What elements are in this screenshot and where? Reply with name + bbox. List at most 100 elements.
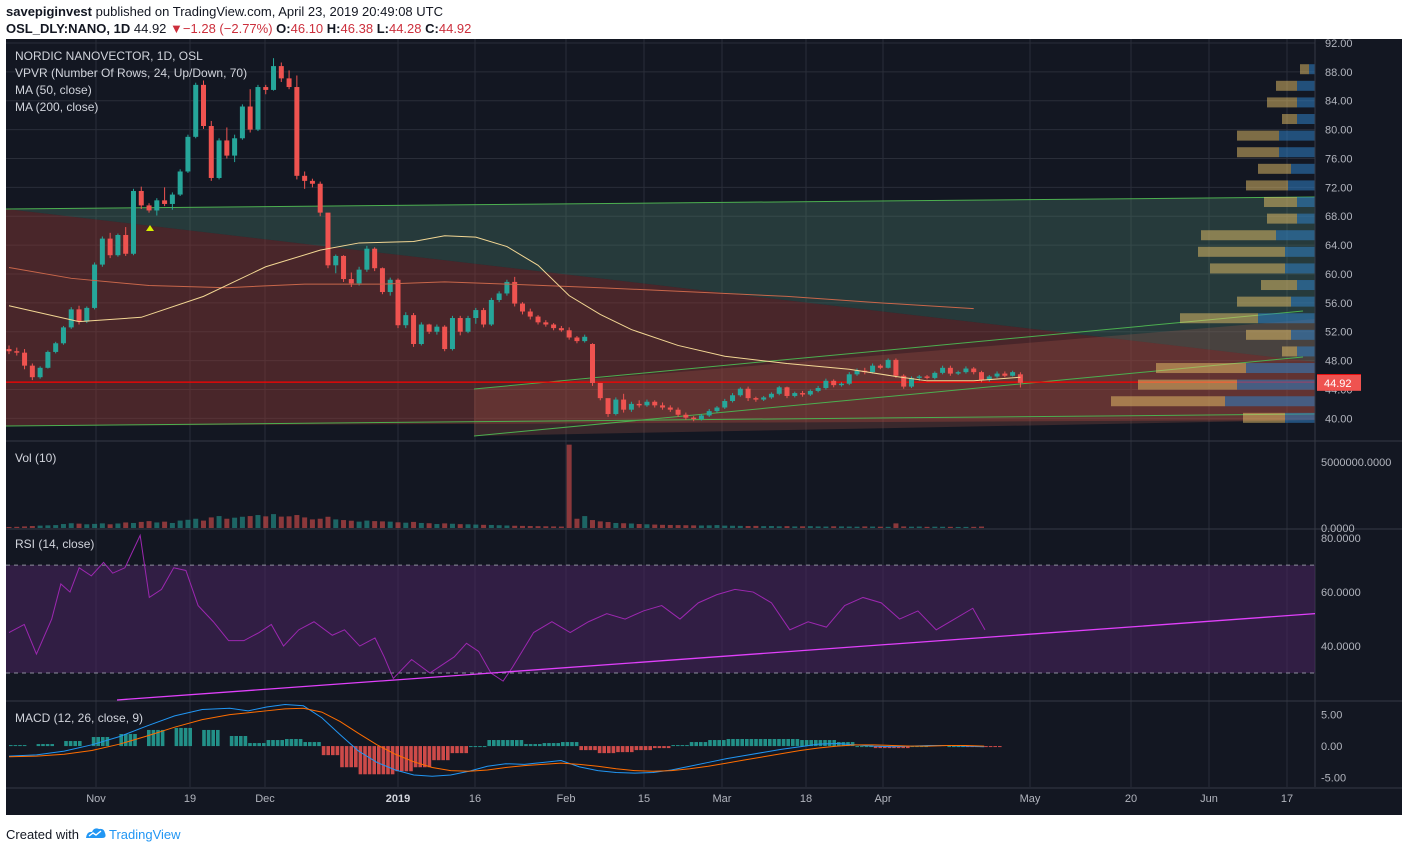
price-tick-label: 72.00 bbox=[1325, 182, 1353, 194]
vpvr-down-bar bbox=[1264, 197, 1297, 208]
candle-body bbox=[916, 376, 922, 378]
candle-body bbox=[92, 264, 98, 308]
macd-tick-label: 5.00 bbox=[1321, 710, 1342, 722]
macd-hist-bar bbox=[119, 733, 123, 747]
macd-hist-bar bbox=[289, 739, 294, 747]
volume-bar bbox=[84, 524, 90, 528]
created-with-text: Created with bbox=[6, 827, 79, 842]
macd-hist-bar bbox=[459, 746, 464, 754]
macd-hist-bar bbox=[956, 746, 961, 748]
vpvr-up-bar bbox=[1285, 263, 1315, 274]
vpvr-down-bar bbox=[1246, 329, 1291, 340]
macd-hist-bar bbox=[257, 743, 261, 747]
candle-body bbox=[496, 293, 502, 300]
macd-hist-bar bbox=[73, 741, 77, 747]
macd-hist-bar bbox=[482, 746, 487, 748]
volume-bar bbox=[92, 523, 98, 528]
macd-hist-bar bbox=[340, 746, 344, 768]
legend-vol: Vol (10) bbox=[15, 451, 56, 465]
vpvr-up-bar bbox=[1297, 197, 1315, 208]
candle-body bbox=[162, 200, 168, 204]
candle-body bbox=[691, 417, 697, 420]
tradingview-logo-icon[interactable] bbox=[85, 826, 107, 843]
macd-hist-bar bbox=[754, 739, 758, 747]
macd-hist-bar bbox=[740, 739, 744, 747]
time-tick-label: 15 bbox=[638, 793, 650, 805]
volume-bar bbox=[823, 526, 829, 528]
macd-hist-bar bbox=[630, 746, 634, 753]
volume-bar bbox=[138, 521, 144, 528]
volume-bar bbox=[963, 526, 969, 528]
macd-hist-bar bbox=[78, 741, 82, 747]
volume-bar bbox=[255, 515, 261, 528]
candle-body bbox=[574, 337, 580, 342]
macd-hist-bar bbox=[547, 743, 551, 747]
price-tick-label: 76.00 bbox=[1325, 153, 1353, 165]
chart-frame[interactable]: 40.0044.0048.0052.0056.0060.0064.0068.00… bbox=[6, 39, 1402, 815]
macd-hist-bar bbox=[772, 739, 777, 747]
macd-hist-bar bbox=[689, 742, 694, 747]
volume-bar bbox=[940, 526, 946, 528]
tradingview-brand[interactable]: TradingView bbox=[108, 827, 181, 842]
macd-hist-bar bbox=[294, 739, 298, 747]
candle-body bbox=[6, 349, 12, 352]
time-tick-label: 17 bbox=[1281, 793, 1293, 805]
candle-body bbox=[932, 372, 938, 378]
vpvr-down-bar bbox=[1282, 114, 1297, 125]
time-tick-label: 18 bbox=[800, 793, 812, 805]
volume-bar bbox=[971, 526, 977, 528]
macd-hist-bar bbox=[234, 736, 238, 747]
candles bbox=[6, 58, 1023, 422]
volume-bar bbox=[893, 523, 899, 528]
macd-hist-bar bbox=[565, 742, 570, 747]
macd-hist-bar bbox=[538, 744, 542, 747]
candle-body bbox=[177, 171, 183, 195]
macd-hist-bar bbox=[455, 746, 459, 754]
volume-bar bbox=[364, 520, 370, 528]
macd-hist-bar bbox=[804, 740, 809, 747]
macd-hist-bar bbox=[395, 746, 399, 772]
macd-hist-bar bbox=[478, 746, 482, 748]
high-label: H: bbox=[326, 21, 341, 36]
macd-tick-label: -5.00 bbox=[1321, 773, 1346, 785]
macd-hist-bar bbox=[947, 746, 951, 748]
macd-hist-bar bbox=[229, 736, 234, 747]
macd-hist-bar bbox=[436, 746, 441, 761]
candle-body bbox=[263, 87, 269, 90]
volume-bar bbox=[418, 522, 424, 528]
macd-hist-bar bbox=[786, 739, 790, 747]
vpvr-up-bar bbox=[1297, 280, 1315, 291]
author-name[interactable]: savepiginvest bbox=[6, 4, 92, 19]
rsi-trendline bbox=[116, 613, 1316, 701]
macd-hist-bar bbox=[731, 739, 735, 747]
macd-hist-bar bbox=[413, 746, 418, 768]
macd-hist-bar bbox=[505, 740, 510, 747]
candle-body bbox=[854, 370, 860, 375]
volume-bar bbox=[130, 522, 136, 528]
candle-body bbox=[1010, 372, 1016, 376]
macd-hist-bar bbox=[998, 746, 1002, 748]
candle-body bbox=[193, 84, 199, 137]
macd-hist-bar bbox=[275, 740, 280, 747]
publish-line: savepiginvest published on TradingView.c… bbox=[6, 4, 443, 19]
macd-hist-bar bbox=[22, 745, 27, 747]
legend-ma200: MA (200, close) bbox=[15, 100, 98, 114]
macd-hist-bar bbox=[349, 746, 353, 768]
vpvr-down-bar bbox=[1198, 246, 1285, 257]
macd-hist-bar bbox=[206, 729, 211, 747]
candle-body bbox=[901, 375, 907, 387]
volume-bar bbox=[201, 520, 206, 528]
candle-body bbox=[271, 66, 277, 90]
volume-bar bbox=[854, 526, 860, 528]
vpvr-down-bar bbox=[1267, 213, 1297, 224]
price-change: −1.28 (−2.77%) bbox=[182, 21, 273, 36]
candle-body bbox=[232, 138, 238, 156]
volume-bar bbox=[745, 526, 751, 528]
candle-body bbox=[395, 279, 401, 326]
candle-body bbox=[955, 372, 961, 374]
chart-canvas[interactable]: 40.0044.0048.0052.0056.0060.0064.0068.00… bbox=[6, 39, 1402, 815]
candle-body bbox=[519, 303, 525, 312]
volume-bar bbox=[465, 524, 471, 528]
macd-hist-bar bbox=[869, 746, 873, 748]
time-tick-label: Nov bbox=[86, 793, 106, 805]
